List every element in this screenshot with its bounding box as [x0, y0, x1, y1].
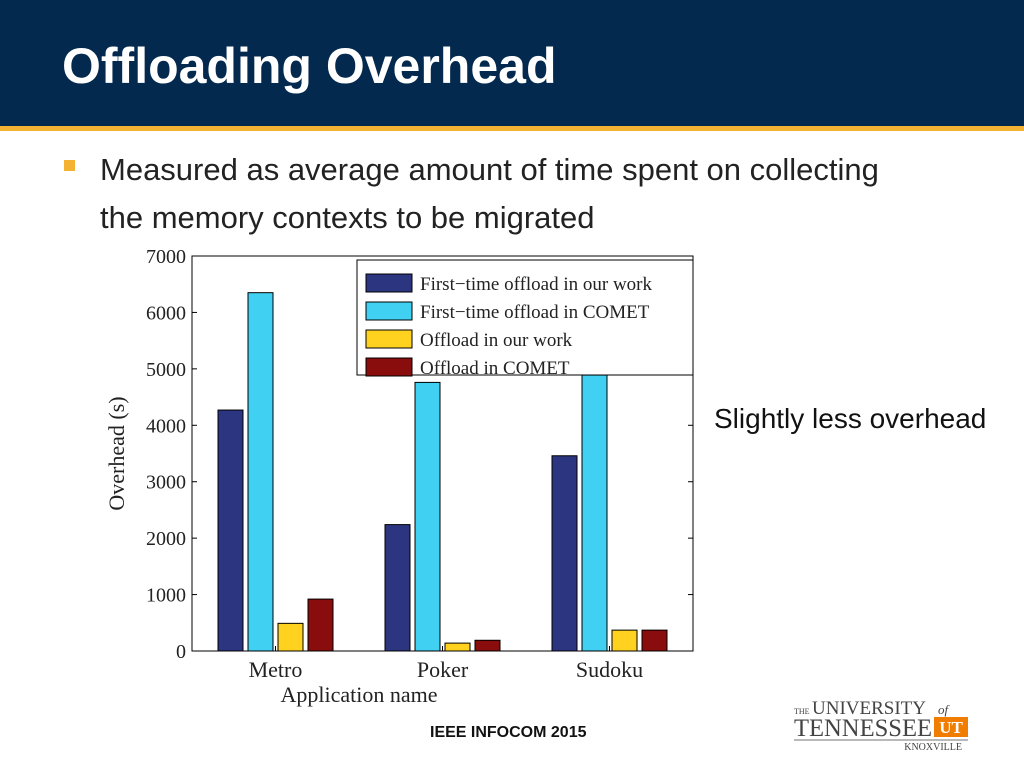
legend-swatch [365, 301, 413, 321]
bar-sudoku-series-3 [611, 629, 638, 652]
y-tick-label: 5000 [146, 359, 186, 381]
logo-of: of [938, 702, 951, 717]
bar-poker-series-1 [384, 524, 411, 652]
logo-mark: UT [939, 718, 963, 737]
bar-metro-series-2 [247, 292, 274, 652]
logo-knoxville: KNOXVILLE [904, 742, 962, 753]
legend-label: First−time offload in COMET [420, 302, 650, 323]
bullet-text: Measured as average amount of time spent… [100, 152, 879, 235]
bar-sudoku-series-4 [641, 629, 668, 652]
bar-metro-series-4 [307, 598, 334, 652]
logo-university: UNIVERSITY [812, 698, 926, 719]
x-tick-label: Sudoku [576, 657, 643, 682]
bar-poker-series-3 [444, 642, 471, 652]
logo-tennessee: TENNESSEE [794, 715, 932, 742]
legend-label: Offload in our work [420, 330, 573, 351]
legend-swatch [365, 273, 413, 293]
title-underline [0, 126, 1024, 131]
legend-label: Offload in COMET [420, 358, 570, 379]
bar-sudoku-series-1 [551, 455, 578, 652]
y-tick-label: 0 [176, 641, 186, 663]
side-note: Slightly less overhead [714, 403, 987, 434]
x-tick-label: Metro [249, 657, 303, 682]
y-tick-label: 2000 [146, 528, 186, 550]
y-tick-label: 7000 [146, 250, 186, 268]
bar-metro-series-3 [277, 622, 304, 652]
x-axis-label: Application name [280, 682, 437, 707]
y-tick-label: 3000 [146, 472, 186, 494]
title-bar: Offloading Overhead [0, 0, 1024, 126]
bar-poker-series-2 [414, 381, 441, 652]
slide-title: Offloading Overhead [62, 38, 557, 94]
chart-svg: 0 1000 2000 3000 4000 5000 6000 7000 Overhead (s… [104, 246, 694, 707]
university-logo-image: THE UNIVERSITY of TENNESSEE UT KNOXVILLE [794, 698, 968, 753]
overhead-bar-chart: 0 1000 2000 3000 4000 5000 6000 7000 Overhead (s… [96, 246, 706, 715]
y-tick-label: 4000 [146, 415, 186, 437]
logo-mark-background [934, 717, 968, 737]
y-tick-label: 1000 [146, 585, 186, 607]
university-logo: THE UNIVERSITY of TENNESSEE UT KNOXVILLE [792, 694, 972, 759]
footer-conference: IEEE INFOCOM 2015 [430, 724, 587, 741]
y-axis-label: Overhead (s) [104, 396, 129, 510]
bullet-marker [64, 160, 75, 171]
legend-swatch [365, 329, 413, 349]
legend-box [356, 259, 694, 376]
bar-sudoku-series-2 [581, 374, 608, 652]
x-tick-label: Poker [417, 657, 469, 682]
legend-swatch [365, 357, 413, 377]
y-tick-label: 6000 [146, 302, 186, 324]
logo-the: THE [794, 707, 810, 716]
legend-label: First−time offload in our work [420, 274, 653, 295]
bar-metro-series-1 [217, 409, 244, 652]
bar-poker-series-4 [474, 639, 501, 652]
